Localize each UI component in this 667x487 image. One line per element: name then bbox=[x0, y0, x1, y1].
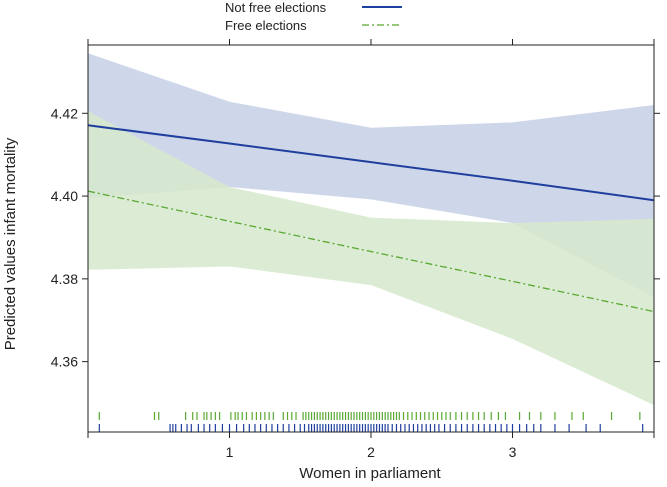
x-tick-label: 3 bbox=[509, 444, 517, 460]
not-free-elections-confidence-band bbox=[88, 53, 654, 298]
free-elections-line bbox=[87, 190, 655, 313]
free-elections-confidence-band bbox=[88, 111, 654, 406]
confidence-bands bbox=[88, 53, 654, 406]
y-axis-title: Predicted values infant mortality bbox=[2, 137, 19, 350]
legend: Not free elections Free elections bbox=[225, 0, 402, 33]
rug-marks bbox=[98, 412, 644, 432]
y-tick-label: 4.36 bbox=[51, 354, 78, 370]
y-tick-label: 4.40 bbox=[51, 188, 78, 204]
x-tick-label: 2 bbox=[367, 444, 375, 460]
axis-ticks: 1 2 3 4.36 4.38 4.40 4.42 bbox=[51, 39, 660, 460]
not-free-elections-line bbox=[87, 124, 655, 202]
y-tick-label: 4.38 bbox=[51, 271, 78, 287]
legend-label-free-elections: Free elections bbox=[225, 18, 307, 33]
series-lines bbox=[87, 124, 655, 313]
x-axis-title: Women in parliament bbox=[299, 465, 441, 482]
x-tick-label: 1 bbox=[226, 444, 234, 460]
legend-label-not-free-elections: Not free elections bbox=[225, 0, 327, 15]
y-tick-label: 4.42 bbox=[51, 105, 78, 121]
